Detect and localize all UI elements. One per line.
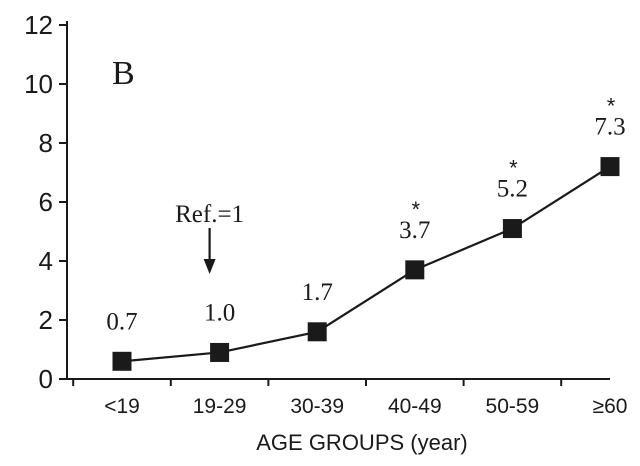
data-point-marker — [307, 322, 327, 342]
y-tick-label: 12 — [24, 10, 53, 40]
y-tick-label: 0 — [39, 364, 53, 394]
data-label: 7.3 — [594, 114, 625, 141]
x-tick-label: 30-39 — [290, 395, 344, 418]
data-point-marker — [210, 342, 230, 362]
data-point-marker — [502, 219, 522, 239]
y-axis-ticks: 0 2 4 6 8 10 12 — [24, 10, 67, 394]
data-labels-group: 0.7 1.01.73.7*5.2*7.3* — [106, 94, 625, 336]
data-label: 0.7 — [106, 308, 137, 335]
data-label: 1.0 — [204, 299, 235, 326]
y-tick-label: 10 — [24, 69, 53, 99]
x-tick-label: <19 — [104, 395, 140, 418]
y-tick-label: 6 — [39, 187, 53, 217]
data-label: 5.2 — [497, 176, 528, 203]
significance-marker: * — [509, 156, 518, 181]
data-point-marker — [600, 157, 620, 177]
series-line — [121, 165, 611, 363]
panel-label: B — [112, 55, 135, 92]
reference-annotation: Ref.=1 — [175, 201, 244, 228]
x-tick-label: 19-29 — [193, 395, 247, 418]
data-label: 1.7 — [302, 279, 333, 306]
y-tick-label: 4 — [39, 246, 53, 276]
annotations-group: Ref.=1 — [175, 201, 244, 274]
x-tick-label: ≥60 — [593, 395, 628, 418]
x-axis-title: AGE GROUPS (year) — [256, 430, 467, 455]
reference-arrow-head — [203, 259, 216, 274]
x-tick-label: 50-59 — [486, 395, 540, 418]
x-tick-label: 40-49 — [388, 395, 442, 418]
significance-marker: * — [412, 197, 421, 222]
data-label: 3.7 — [399, 217, 430, 244]
significance-marker: * — [607, 94, 616, 119]
x-axis-ticks: <19 19-29 30-39 40-49 50-59 ≥60 — [72, 379, 628, 418]
chart-axes — [66, 21, 610, 380]
y-tick-label: 2 — [39, 305, 53, 335]
series-group — [112, 157, 620, 371]
data-point-marker — [405, 260, 425, 280]
y-tick-label: 8 — [39, 128, 53, 158]
data-point-marker — [112, 351, 132, 371]
